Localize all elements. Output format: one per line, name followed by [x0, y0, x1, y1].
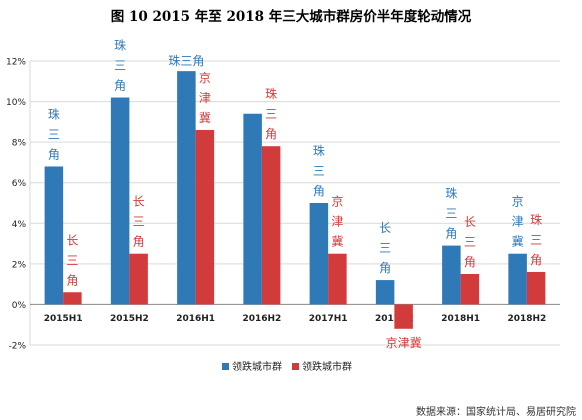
y-tick-label: 2%	[12, 260, 27, 270]
lead-bar-2016H1	[177, 71, 196, 305]
x-tick-label: 2016H1	[176, 314, 215, 324]
lead-bar-2016H2	[243, 113, 262, 305]
source-note: 数据来源：国家统计局、易居研究院	[416, 407, 576, 418]
y-tick-label: 10%	[6, 98, 26, 108]
follow-region-label-2016H1: 津	[199, 91, 211, 105]
follow-region-label-2017H1: 冀	[331, 235, 343, 249]
y-tick-label: 6%	[12, 179, 27, 189]
lead-bar-2015H1	[44, 166, 64, 305]
legend-label: 领跌城市群	[302, 360, 352, 373]
lead-bar-2018H2	[508, 253, 527, 305]
follow-region-label-2015H1: 角	[66, 273, 78, 287]
follow-bar-2016H1	[195, 129, 215, 305]
follow-region-label-2018H1: 三	[464, 235, 476, 249]
lead-region-label-2015H1: 珠	[48, 107, 60, 121]
follow-bar-2016H2	[261, 146, 281, 305]
lead-region-label-2018H1: 三	[445, 207, 457, 221]
lead-bar-2018H1	[442, 245, 461, 305]
lead-region-label-2017H2: 角	[379, 261, 391, 275]
x-tick-label: 2018H2	[507, 314, 546, 324]
y-tick-label: 12%	[6, 58, 26, 68]
follow-bar-2018H2	[526, 271, 546, 305]
follow-region-label-2018H1: 长	[464, 215, 476, 229]
lead-region-label-2017H2: 长	[379, 221, 391, 235]
lead-region-label-2018H1: 角	[445, 227, 457, 241]
x-tick-label: 2018H1	[441, 314, 480, 324]
legend-label: 领跌城市群	[232, 360, 282, 373]
lead-region-label-2015H2: 三	[114, 59, 126, 73]
follow-bar-2015H1	[63, 292, 82, 305]
lead-region-label-2018H2: 冀	[512, 235, 524, 249]
lead-region-label-2018H2: 京	[512, 195, 524, 209]
y-tick-label: 8%	[12, 139, 27, 149]
follow-region-label-2015H2: 长	[133, 195, 145, 209]
lead-bar-2015H2	[110, 97, 130, 305]
x-tick-label: 2017H1	[309, 314, 348, 324]
lead-bar-2017H1	[309, 203, 329, 305]
lead-region-label-2018H2: 津	[512, 215, 524, 229]
follow-bar-2015H2	[129, 253, 148, 305]
y-tick-label: -2%	[8, 342, 26, 352]
lead-region-label-2017H2: 三	[379, 241, 391, 255]
lead-region-label-2017H1: 珠	[313, 144, 325, 158]
y-tick-label: 4%	[12, 220, 27, 230]
follow-region-label-2015H1: 长	[66, 233, 78, 247]
follow-bar-2017H2	[394, 304, 413, 329]
follow-region-label-2016H2: 角	[265, 127, 277, 141]
follow-region-label-2017H2: 京津冀	[386, 336, 422, 350]
x-tick-label: 2015H2	[110, 314, 149, 324]
chart-title: 图 10 2015 年至 2018 年三大城市群房价半年度轮动情况	[110, 9, 472, 25]
x-tick-label: 2016H2	[242, 314, 281, 324]
follow-region-label-2015H1: 三	[66, 253, 78, 267]
follow-region-label-2015H2: 三	[133, 215, 145, 229]
follow-region-label-2018H1: 角	[464, 255, 476, 269]
y-tick-label: 0%	[12, 301, 27, 311]
follow-region-label-2016H1: 冀	[199, 111, 211, 125]
follow-region-label-2016H2: 珠	[265, 87, 277, 101]
follow-region-label-2018H2: 三	[530, 233, 542, 247]
lead-region-label-2015H2: 珠	[114, 39, 126, 53]
follow-region-label-2017H1: 京	[331, 195, 343, 209]
follow-region-label-2017H1: 津	[331, 215, 343, 229]
lead-region-label-2016H1: 珠三角	[168, 54, 204, 68]
lead-region-label-2018H1: 珠	[445, 187, 457, 201]
lead-bar-2017H2	[375, 280, 395, 305]
legend-swatch-follow	[292, 363, 299, 370]
lead-region-label-2017H1: 三	[313, 164, 325, 178]
follow-bar-2017H1	[328, 253, 347, 305]
x-tick-label: 2015H1	[44, 314, 83, 324]
follow-region-label-2018H2: 角	[530, 253, 542, 267]
follow-region-label-2016H2: 三	[265, 107, 277, 121]
lead-region-label-2017H1: 角	[313, 184, 325, 198]
follow-region-label-2016H1: 京	[199, 71, 211, 85]
lead-region-label-2015H2: 角	[114, 79, 126, 93]
follow-bar-2018H1	[460, 274, 480, 305]
lead-region-label-2015H1: 三	[48, 127, 60, 141]
follow-region-label-2018H2: 珠	[530, 213, 542, 227]
follow-region-label-2015H2: 角	[133, 235, 145, 249]
legend-swatch-lead	[222, 363, 229, 370]
lead-region-label-2015H1: 角	[48, 147, 60, 161]
